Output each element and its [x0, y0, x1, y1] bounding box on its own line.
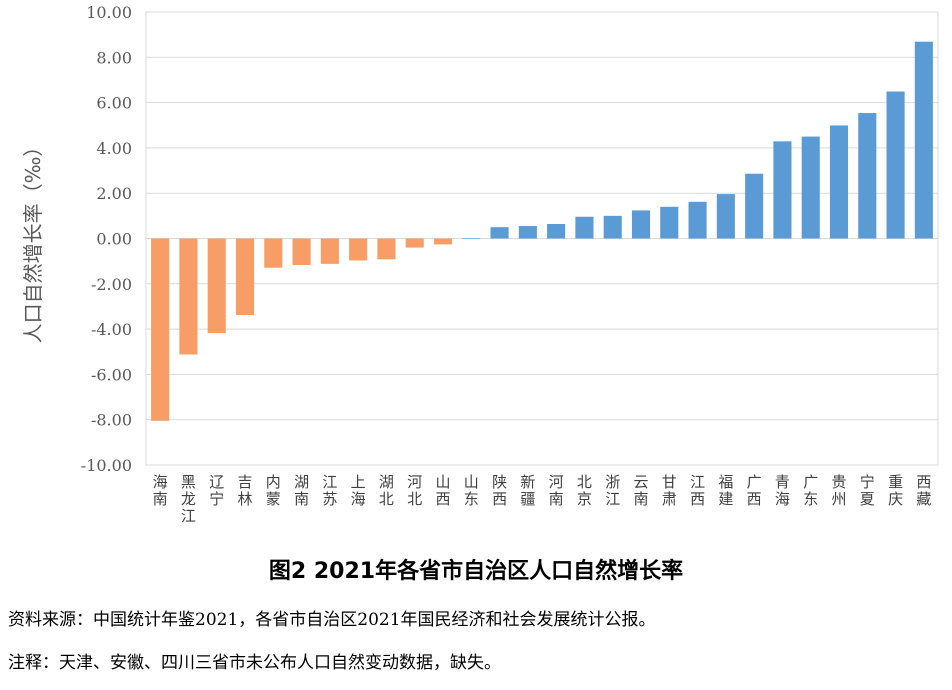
bar-甘肃	[660, 206, 679, 239]
x-tick-label: 云南	[633, 473, 648, 508]
x-tick-label: 河北	[407, 473, 422, 508]
bar-宁夏	[858, 113, 877, 239]
x-tick-label: 福建	[718, 473, 733, 508]
x-tick-label: 河南	[549, 473, 564, 508]
bar-福建	[716, 194, 735, 239]
bar-湖北	[377, 238, 396, 260]
y-axis-label: 人口自然增长率（‰）	[14, 120, 54, 360]
y-tick-labels: 10.00 8.00 6.00 4.00 2.00 0.00 -2.00 -4.00 -6.00…	[81, 3, 132, 475]
y-axis-label-text: 人口自然增长率（‰）	[21, 137, 45, 344]
x-tick-labels: 海南黑龙江辽宁吉林内蒙湖南江苏上海湖北河北山西山东陕西新疆河南北京浙江云南甘肃江…	[153, 473, 932, 525]
bar-河南	[547, 224, 566, 239]
x-tick-label: 江苏	[322, 473, 337, 508]
bar-重庆	[886, 91, 905, 239]
x-tick-label: 北京	[577, 473, 592, 508]
missing-data-note: 注释：天津、安徽、四川三省市未公布人口自然变动数据，缺失。	[8, 653, 501, 673]
x-tick-label: 广东	[803, 473, 818, 508]
bar-辽宁	[207, 238, 226, 334]
bar-chart: 10.00 8.00 6.00 4.00 2.00 0.00 -2.00 -4.00 -6.00…	[81, 3, 939, 525]
x-tick-label: 新疆	[520, 473, 535, 508]
bar-上海	[349, 238, 368, 261]
x-tick-label: 海南	[153, 473, 168, 508]
x-tick-label: 上海	[351, 473, 366, 508]
bar-广东	[801, 136, 820, 239]
bar-江苏	[320, 238, 339, 264]
y-tick-label: 8.00	[96, 48, 132, 67]
bar-吉林	[235, 238, 255, 316]
x-tick-label: 内蒙	[266, 473, 281, 508]
y-tick-label: 0.00	[96, 230, 132, 249]
y-tick-label: 10.00	[86, 3, 132, 22]
y-tick-label: -8.00	[91, 411, 132, 430]
x-tick-label: 甘肃	[662, 473, 677, 508]
bar-河北	[405, 238, 424, 248]
bar-贵州	[829, 125, 849, 239]
bar-内蒙	[264, 238, 283, 268]
bar-黑龙江	[179, 238, 198, 355]
bar-青海	[773, 141, 792, 239]
y-tick-label: 2.00	[96, 184, 132, 203]
x-tick-label: 辽宁	[209, 473, 224, 508]
bar-北京	[575, 216, 594, 239]
x-tick-label: 湖北	[379, 473, 394, 508]
y-tick-label: 6.00	[96, 94, 132, 113]
y-tick-label: -4.00	[91, 320, 132, 339]
x-tick-label: 黑龙江	[181, 473, 196, 525]
y-tick-label: -2.00	[91, 275, 132, 294]
x-tick-label: 陕西	[492, 473, 507, 508]
x-tick-label: 宁夏	[860, 473, 875, 508]
bar-广西	[745, 173, 764, 239]
bar-山东	[462, 238, 481, 239]
x-tick-label: 湖南	[294, 473, 309, 508]
x-tick-label: 吉林	[237, 473, 252, 508]
x-tick-label: 青海	[775, 473, 790, 508]
plot-frame	[145, 11, 939, 466]
x-tick-label: 贵州	[831, 473, 846, 508]
bar-浙江	[603, 215, 622, 239]
bar-江西	[688, 201, 707, 239]
bar-西藏	[914, 41, 933, 239]
y-tick-label: -10.00	[81, 456, 132, 475]
y-tick-label: -6.00	[91, 365, 132, 384]
x-tick-label: 西藏	[916, 473, 931, 508]
x-tick-label: 广西	[747, 473, 762, 508]
x-tick-label: 重庆	[888, 473, 903, 508]
figure-caption: 图2 2021年各省市自治区人口自然增长率	[268, 559, 684, 584]
bars	[151, 41, 933, 421]
x-tick-label: 浙江	[605, 473, 620, 508]
bar-山西	[433, 238, 453, 245]
bar-湖南	[292, 238, 311, 266]
source-note: 资料来源：中国统计年鉴2021，各省市自治区2021年国民经济和社会发展统计公报…	[8, 610, 656, 630]
y-tick-label: 4.00	[96, 139, 132, 158]
x-tick-label: 山东	[464, 473, 479, 508]
bar-新疆	[518, 226, 537, 239]
bar-云南	[631, 210, 651, 239]
bar-陕西	[490, 227, 509, 239]
bar-海南	[151, 238, 170, 421]
x-tick-label: 山西	[435, 473, 450, 508]
x-tick-label: 江西	[690, 473, 705, 508]
